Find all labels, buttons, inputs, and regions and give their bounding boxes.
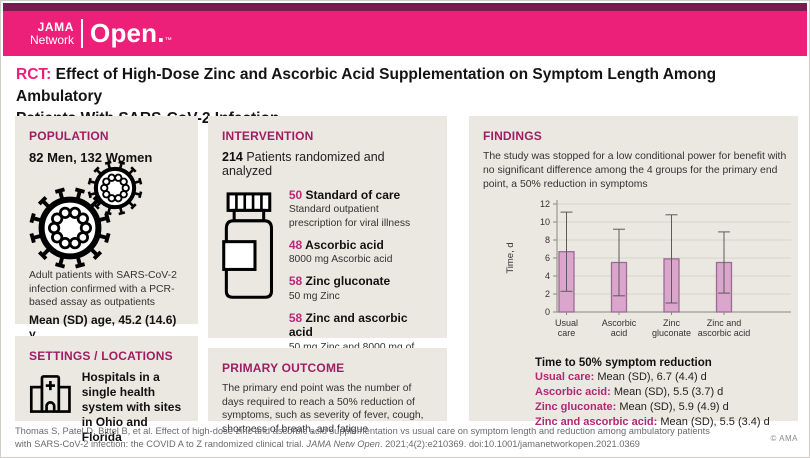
group-head: 58 Zinc gluconate <box>289 274 433 288</box>
population-panel: POPULATION 82 Men, 132 Women Adult patie… <box>15 116 198 341</box>
coronavirus-icon <box>29 187 111 269</box>
top-accent-strip <box>3 3 807 11</box>
population-description: Adult patients with SARS-CoV-2 infection… <box>29 270 177 309</box>
group-name: Zinc and ascorbic acid <box>288 310 408 340</box>
stat-value: Mean (SD), 5.5 (3.7) d <box>610 385 724 398</box>
stat-value: Mean (SD), 5.5 (3.4) d <box>657 416 770 429</box>
stat-label: Zinc and ascorbic acid: <box>535 416 658 429</box>
citation-part2: . 2021;4(2):e210369. doi:10.1001/jamanet… <box>379 439 640 450</box>
ama-copyright: © AMA <box>770 434 798 443</box>
svg-text:Zinc and: Zinc and <box>707 318 742 328</box>
count-number: 214 <box>222 150 243 164</box>
logo-divider <box>81 19 84 48</box>
header-band: JAMA Network Open.™ <box>3 11 807 56</box>
group-name: Zinc gluconate <box>305 274 391 289</box>
group-detail: 50 mg Zinc <box>288 290 340 302</box>
findings-heading: FINDINGS <box>483 129 542 143</box>
pill-bottle-icon <box>222 192 274 299</box>
logo-open-word: Open. <box>90 18 165 48</box>
group-zinc-gluconate: 58 Zinc gluconate 50 mg Zinc <box>289 274 433 303</box>
svg-text:gluconate: gluconate <box>652 328 691 338</box>
stat-usual-care: Usual care: Mean (SD), 6.7 (4.4) d <box>535 370 784 385</box>
settings-text: Hospitals in a single health system with… <box>81 370 182 444</box>
group-standard-care: 50 Standard of care Standard outpatient … <box>289 188 433 230</box>
svg-text:care: care <box>558 328 576 338</box>
logo-jama-text: JAMA <box>37 19 75 34</box>
stat-value: Mean (SD), 5.9 (4.9) d <box>616 401 729 414</box>
svg-text:Zinc: Zinc <box>663 318 681 328</box>
findings-stats: Time to 50% symptom reduction Usual care… <box>535 357 784 431</box>
svg-text:4: 4 <box>545 271 550 281</box>
stat-ascorbic-acid: Ascorbic acid: Mean (SD), 5.5 (3.7) d <box>535 385 784 400</box>
svg-text:Time, d: Time, d <box>505 242 516 273</box>
stat-zinc-gluconate: Zinc gluconate: Mean (SD), 5.9 (4.9) d <box>535 400 784 415</box>
citation-footer: Thomas S, Patel D, Bittel B, et al. Effe… <box>15 425 798 451</box>
population-heading: POPULATION <box>29 129 109 143</box>
findings-summary: The study was stopped for a low conditio… <box>483 151 787 190</box>
group-detail: Standard outpatient prescription for vir… <box>288 204 411 229</box>
group-name: Ascorbic acid <box>305 237 384 252</box>
population-counts: 82 Men, 132 Women <box>29 150 153 165</box>
logo-network-text: Network <box>30 32 75 47</box>
group-n: 58 <box>288 310 303 325</box>
group-detail: 8000 mg Ascorbic acid <box>288 254 393 266</box>
stat-label: Ascorbic acid: <box>535 385 611 398</box>
intervention-groups: 50 Standard of care Standard outpatient … <box>289 188 433 375</box>
hospital-icon <box>29 375 71 413</box>
svg-text:8: 8 <box>545 235 550 245</box>
settings-panel: SETTINGS / LOCATIONS Hospitals in a sing… <box>15 336 198 444</box>
count-text: Patients randomized and analyzed <box>222 150 385 178</box>
svg-text:Ascorbic: Ascorbic <box>602 318 637 328</box>
jama-network-open-logo: JAMA Network Open.™ <box>30 18 172 49</box>
intervention-content: 50 Standard of care Standard outpatient … <box>222 188 433 375</box>
title-text-1: Effect of High-Dose Zinc and Ascorbic Ac… <box>16 66 717 105</box>
svg-text:ascorbic acid: ascorbic acid <box>698 328 751 338</box>
group-head: 50 Standard of care <box>289 188 433 202</box>
primary-outcome-text: The primary end point was the number of … <box>222 383 424 436</box>
stat-label: Usual care: <box>535 370 595 383</box>
virus-illustration <box>29 160 184 269</box>
stat-value: Mean (SD), 6.7 (4.4) d <box>594 370 707 383</box>
stats-title: Time to 50% symptom reduction <box>535 356 712 369</box>
svg-text:10: 10 <box>540 217 550 227</box>
coronavirus-icon-small <box>87 160 143 216</box>
primary-outcome-heading: PRIMARY OUTCOME <box>222 361 345 375</box>
group-n: 50 <box>288 188 303 202</box>
logo-jama-network: JAMA Network <box>30 19 75 47</box>
group-n: 58 <box>288 274 303 289</box>
logo-open-text: Open.™ <box>90 18 172 49</box>
group-head: 48 Ascorbic acid <box>289 238 433 252</box>
title-line-1: RCT: Effect of High-Dose Zinc and Ascorb… <box>16 64 798 108</box>
population-age: Mean (SD) age, 45.2 (14.6) y <box>29 313 177 342</box>
group-ascorbic-acid: 48 Ascorbic acid 8000 mg Ascorbic acid <box>289 238 433 267</box>
intervention-panel: INTERVENTION 214 Patients randomized and… <box>208 116 447 366</box>
stat-label: Zinc gluconate: <box>535 401 617 414</box>
stat-zinc-and-ascorbic: Zinc and ascorbic acid: Mean (SD), 5.5 (… <box>535 415 784 430</box>
settings-heading: SETTINGS / LOCATIONS <box>29 349 173 363</box>
svg-text:0: 0 <box>545 307 550 317</box>
svg-text:6: 6 <box>545 253 550 263</box>
trademark-symbol: ™ <box>164 37 172 44</box>
rct-tag: RCT: <box>16 66 52 83</box>
settings-content: Hospitals in a single health system with… <box>29 370 184 445</box>
group-n: 48 <box>288 237 303 252</box>
svg-text:Usual: Usual <box>555 318 578 328</box>
group-head: 58 Zinc and ascorbic acid <box>289 311 433 340</box>
svg-text:acid: acid <box>611 328 628 338</box>
citation-journal: JAMA Netw Open <box>306 439 380 450</box>
randomized-count: 214 Patients randomized and analyzed <box>222 150 433 178</box>
intervention-heading: INTERVENTION <box>222 129 314 143</box>
citation-text: Thomas S, Patel D, Bittel B, et al. Effe… <box>15 425 721 451</box>
primary-outcome-panel: PRIMARY OUTCOME The primary end point wa… <box>208 348 447 435</box>
svg-text:12: 12 <box>540 199 550 209</box>
group-name: Standard of care <box>305 188 401 202</box>
citation-part1: Thomas S, Patel D, Bittel B, et al. Effe… <box>15 426 710 450</box>
svg-text:2: 2 <box>545 289 550 299</box>
findings-panel: FINDINGS The study was stopped for a low… <box>469 116 798 428</box>
